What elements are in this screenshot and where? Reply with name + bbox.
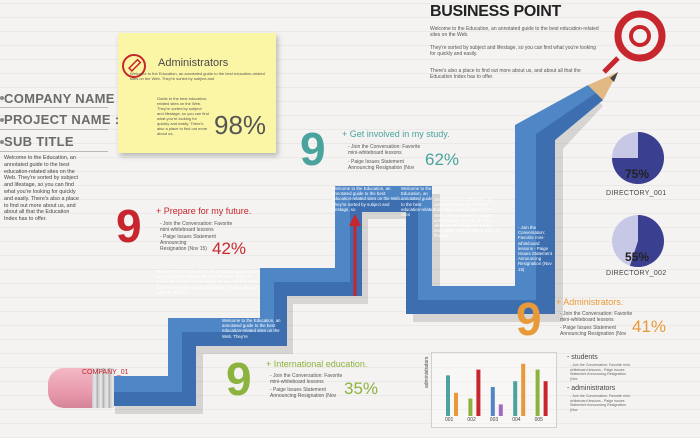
- note-title: Administrators: [158, 57, 229, 69]
- future-item-1: - Join the Conversation: Favorite mini-w…: [160, 221, 233, 233]
- pencil-icon: [122, 54, 146, 78]
- bar-005-administrators: [543, 381, 548, 416]
- bar-004-students: [513, 381, 518, 416]
- bar-005-students: [535, 369, 540, 416]
- legend-administrators-note: - Join the Conversation: Favorite mini-w…: [570, 394, 631, 412]
- study-percent: 62%: [425, 150, 460, 169]
- legend-students-note: - Join the Conversation: Favorite mini-w…: [570, 363, 631, 381]
- admin-item-1: - Join the Conversation: Favorite mini-w…: [560, 311, 633, 323]
- pie-percent-002: 55%: [625, 250, 650, 264]
- eraser: [48, 368, 94, 408]
- bullet-dot: [0, 118, 4, 122]
- study-title: + Get involved in my study.: [342, 129, 450, 139]
- pie-chart-002: [612, 215, 664, 267]
- legend-administrators: - administrators: [567, 385, 616, 392]
- bar-001-students: [446, 375, 450, 416]
- intl-title: + International education.: [266, 359, 368, 369]
- pencil-text-c: Welcome to the Education, an annotated g…: [332, 186, 401, 212]
- divider: [0, 151, 108, 152]
- bar-chart-ticks: 001 002 003 004 005: [440, 417, 552, 425]
- bar-chart-ylabel: administrators: [424, 356, 430, 388]
- pie-label-002: DIRECTORY_002: [606, 270, 667, 277]
- tick-label: 001: [445, 417, 454, 423]
- intl-percent: 35%: [344, 379, 379, 398]
- admin-percent: 41%: [632, 317, 667, 336]
- legend-students: - students: [567, 354, 598, 361]
- nine-swirl-icon: 9: [116, 200, 142, 252]
- intl-item-1: - Join the Conversation: Favorite mini-w…: [270, 373, 343, 385]
- bar-001-administrators: [454, 392, 458, 416]
- future-item-2: - Paige Issues Statement Announcing: [160, 234, 216, 246]
- intro-paragraph: Welcome to the Education, an annotated g…: [4, 155, 79, 223]
- business-paragraph-3: There's also a place to find out more ab…: [430, 68, 581, 80]
- bar-002-administrators: [476, 369, 481, 416]
- pie-label-001: DIRECTORY_001: [606, 190, 667, 197]
- tick-label: 005: [534, 417, 543, 423]
- pencil-text-e: Welcome to the Education, an annotated g…: [434, 197, 500, 239]
- nine-swirl-icon: 9: [226, 353, 252, 405]
- business-point-title: BUSINESS POINT: [430, 3, 561, 20]
- sub-title-label: SUB TITLE: [4, 134, 74, 149]
- tick-label: 004: [512, 417, 521, 423]
- study-item-1: - Join the Conversation: Favorite mini-w…: [348, 144, 421, 156]
- tick-label: 002: [467, 417, 476, 423]
- future-item-3: Resignation (Nov 15): [160, 246, 207, 252]
- bar-chart: [446, 363, 548, 416]
- note-body-secondary: Guide to the best education-related site…: [157, 96, 209, 136]
- admin-item-2: - Paige Issues Statement Announcing Resi…: [560, 325, 627, 337]
- bar-004-administrators: [521, 363, 526, 416]
- nine-swirl-icon: 9: [300, 123, 326, 175]
- note-body: Welcome to the Education, an annotated g…: [130, 71, 265, 81]
- ferrule: [92, 368, 114, 408]
- bar-002-students: [468, 398, 473, 416]
- bullet-dot: [0, 140, 4, 144]
- pencil-text-b: Welcome to the Education, an annotated g…: [222, 318, 281, 339]
- business-paragraph-2: They're sorted by subject and lifestage,…: [430, 45, 596, 57]
- admin-title: + Administrators.: [556, 297, 624, 307]
- future-percent: 42%: [212, 239, 247, 258]
- sticky-note: [118, 33, 276, 153]
- future-title: + Prepare for my future.: [156, 206, 252, 216]
- project-name-label: PROJECT NAME :: [4, 112, 120, 127]
- pie-chart-001: [612, 132, 664, 184]
- company-name-label: COMPANY NAME :: [4, 91, 124, 106]
- intl-item-2: - Paige Issues Statement Announcing Resi…: [270, 387, 337, 399]
- study-item-2: - Paige Issues Statement Announcing Resi…: [348, 159, 415, 171]
- eraser-label: COMPANY_01: [82, 369, 129, 376]
- business-paragraph-1: Welcome to the Education, an annotated g…: [430, 26, 599, 38]
- tick-label: 003: [489, 417, 499, 423]
- pencil-text-f: - Join the Conversation: Favorite mini-w…: [518, 225, 552, 272]
- bar-003-administrators: [498, 404, 503, 416]
- bullet-dot: [0, 96, 4, 100]
- pencil-text-d: Welcome to the Education, an annotated g…: [401, 186, 435, 218]
- pencil-text-a: Welcome to the Education, an annotated g…: [156, 269, 260, 295]
- bar-003-students: [490, 387, 495, 416]
- divider: [0, 107, 108, 108]
- nine-swirl-icon: 9: [516, 293, 542, 345]
- divider: [0, 129, 108, 130]
- pie-percent-001: 75%: [625, 167, 650, 181]
- note-percent: 98%: [214, 110, 267, 140]
